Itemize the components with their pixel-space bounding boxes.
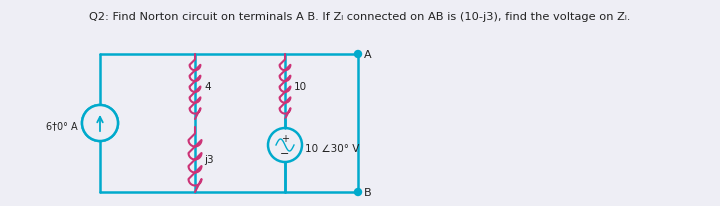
Text: 10 ∠30° V: 10 ∠30° V	[305, 143, 359, 153]
Text: j3: j3	[204, 155, 214, 165]
Text: +: +	[281, 133, 289, 143]
Circle shape	[82, 105, 118, 141]
Text: 6†0° A: 6†0° A	[46, 121, 78, 130]
Text: Q2: Find Norton circuit on terminals A B. If Zₗ connected on AB is (10-j3), find: Q2: Find Norton circuit on terminals A B…	[89, 12, 631, 22]
Circle shape	[268, 128, 302, 162]
Text: B: B	[364, 187, 372, 197]
Text: A: A	[364, 50, 372, 60]
Circle shape	[354, 188, 361, 195]
Circle shape	[354, 51, 361, 58]
Text: 4: 4	[204, 82, 211, 92]
Text: −: −	[280, 148, 289, 158]
Text: 10: 10	[294, 82, 307, 92]
